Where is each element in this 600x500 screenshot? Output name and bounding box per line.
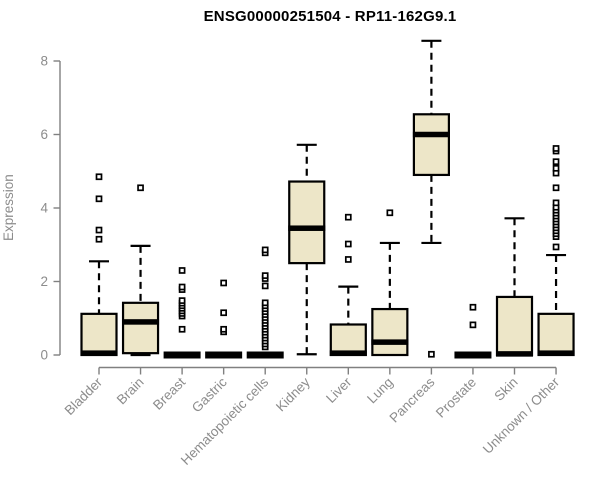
x-tick-label: Prostate (433, 375, 479, 421)
x-tick-label: Gastric (189, 374, 230, 415)
outlier-prostate (469, 321, 477, 329)
outlier-breast (178, 267, 186, 274)
x-tick-label: Lung (364, 375, 396, 407)
x-tick-label: Kidney (273, 374, 313, 414)
median-brain (122, 319, 160, 325)
outlier-liver (344, 256, 352, 263)
box-unknown-other (537, 312, 575, 357)
outlier-hematopoietic-cells (261, 246, 269, 254)
x-tick-label: Unknown / Other (480, 374, 563, 457)
outlier-unknown-other (552, 243, 560, 251)
median-hematopoietic-cells (246, 351, 284, 359)
outlier-unknown-other (552, 164, 560, 172)
box-skin (495, 295, 534, 357)
outlier-bladder (95, 195, 103, 203)
y-tick-label: 2 (40, 274, 48, 289)
outlier-bladder (95, 226, 103, 234)
outlier-gastric (220, 325, 227, 333)
median-lung (371, 339, 409, 345)
y-tick-label: 6 (40, 127, 48, 142)
outlier-unknown-other (552, 199, 560, 207)
outlier-hematopoietic-cells (261, 272, 269, 279)
median-skin (496, 351, 533, 357)
outlier-gastric (220, 309, 227, 317)
median-gastric (205, 351, 243, 359)
outlier-liver (344, 213, 352, 221)
box-liver (329, 323, 367, 357)
box-lung (371, 307, 409, 357)
outlier-unknown-other (552, 184, 560, 192)
outlier-pancreas (428, 350, 435, 358)
outlier-gastric (220, 279, 227, 287)
x-tick-label: Bladder (62, 374, 106, 418)
median-liver (329, 350, 367, 356)
median-kidney (288, 225, 326, 231)
outlier-brain (137, 184, 144, 192)
median-breast (163, 351, 201, 359)
outlier-liver (344, 240, 352, 248)
outlier-breast (178, 297, 186, 304)
x-tick-label: Breast (150, 374, 188, 412)
outlier-bladder (95, 235, 103, 243)
box-brain (121, 301, 160, 355)
box-kidney (288, 180, 326, 265)
median-prostate (454, 351, 492, 359)
outlier-lung (386, 209, 394, 217)
outlier-prostate (469, 303, 477, 311)
outlier-hematopoietic-cells (261, 282, 269, 290)
x-tick-label: Skin (491, 375, 520, 404)
outlier-hematopoietic-cells (261, 299, 269, 307)
outlier-bladder (95, 173, 103, 181)
median-pancreas (412, 131, 450, 138)
x-tick-label: Pancreas (387, 374, 438, 425)
y-tick-label: 4 (40, 201, 48, 216)
y-tick-label: 0 (40, 348, 48, 363)
outlier-unknown-other (552, 145, 560, 152)
box-pancreas (412, 113, 450, 177)
chart-title: ENSG00000251504 - RP11-162G9.1 (203, 8, 457, 25)
x-tick-label: Brain (114, 375, 147, 408)
outlier-breast (178, 325, 186, 333)
x-tick-label: Liver (323, 374, 355, 406)
outlier-unknown-other (552, 158, 560, 166)
box-bladder (80, 312, 118, 357)
outlier-breast (178, 283, 186, 291)
median-unknown-other (537, 350, 575, 356)
y-tick-label: 8 (40, 54, 48, 69)
median-bladder (80, 350, 118, 356)
